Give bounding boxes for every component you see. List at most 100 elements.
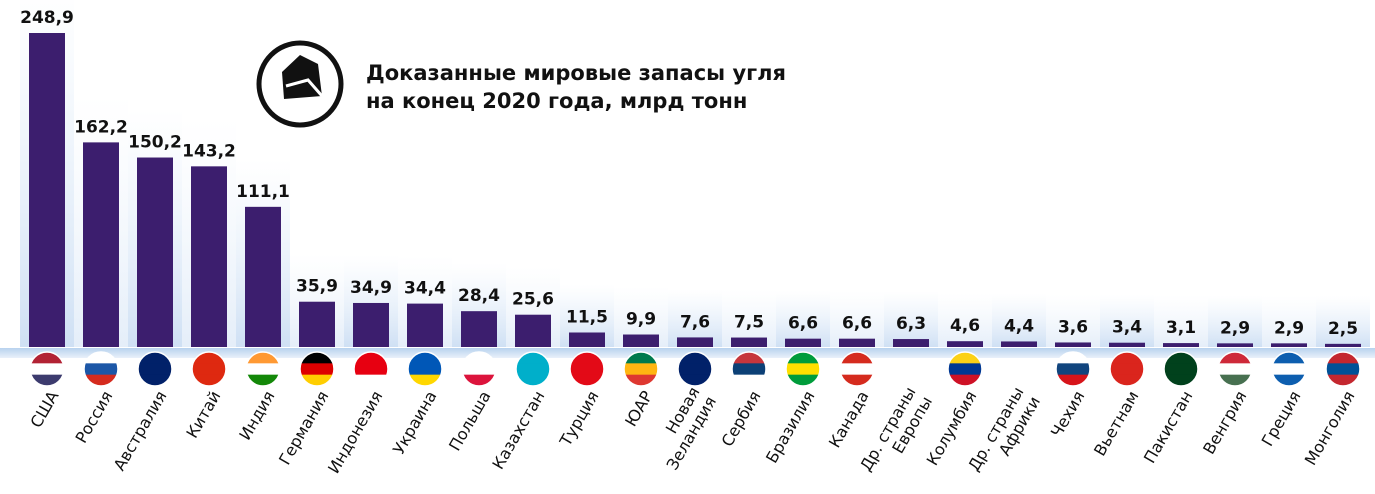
flag-stripe [300,363,334,376]
flag-stripe [786,374,820,386]
flag-stripe [192,374,226,386]
flag-stripe [192,363,226,376]
flag-stripe [1272,374,1306,386]
bar [1271,343,1307,347]
flag-stripe [1164,374,1198,386]
flag-stripe [1218,363,1252,376]
category-label: Россия [71,388,116,447]
value-label: 6,3 [896,314,926,334]
flag-stripe [1326,363,1360,376]
flag [407,351,443,387]
category-label: США [26,387,62,431]
panel [668,289,722,347]
flag-stripe [246,374,280,386]
flag-stripe [1110,374,1144,386]
value-label: 2,5 [1328,319,1358,339]
flag-stripe [678,374,712,386]
category: Россия [71,388,116,447]
value-label: 28,4 [458,286,500,306]
value-label: 11,5 [566,307,608,327]
category: Украина [389,388,440,458]
category-label: Монголия [1301,388,1359,469]
bar [461,311,497,347]
flag-stripe [462,374,496,386]
flag-stripe [1326,352,1360,364]
value-label: 4,4 [1004,316,1034,336]
flag-border [353,351,389,387]
flag-stripe [516,363,550,376]
panel [938,293,992,347]
category-label: Канада [825,388,873,451]
bar [893,339,929,347]
category-label: Венгрия [1199,388,1250,458]
flag-stripe [1326,374,1360,386]
flag-border [83,351,119,387]
value-label: 2,9 [1220,318,1250,338]
flag-stripe [732,374,766,386]
category-label: НоваяЗеландия [646,384,720,474]
value-label: 25,6 [512,290,554,310]
flag-stripe [948,374,982,386]
value-label: 3,6 [1058,317,1088,337]
flag-border [1217,351,1253,387]
bar [299,301,335,347]
category-label: Китай [182,388,224,442]
category-label: Индонезия [324,388,387,477]
flag-stripe [300,352,334,364]
flag-stripe [732,363,766,376]
flag-stripe [840,374,874,386]
value-label: 6,6 [842,314,872,334]
bar [137,157,173,347]
panel [1316,295,1370,347]
flag-stripe [138,352,172,364]
value-label: 143,2 [182,141,236,161]
flag [1109,351,1145,387]
flag-border [1055,351,1091,387]
category: Казахстан [488,388,548,473]
value-label: 162,2 [74,117,128,137]
bar [1217,343,1253,347]
value-label: 9,9 [626,310,656,330]
flag [785,351,821,387]
flag-stripe [246,363,280,376]
flag-stripe [192,352,226,364]
flag-border [623,351,659,387]
flag-stripe [1164,363,1198,376]
category: Польша [445,388,494,455]
flag-border [299,351,335,387]
flag [1271,351,1307,387]
flag [83,351,119,387]
category: США [26,387,62,431]
chart-title: Доказанные мировые запасы угля [366,61,786,85]
flag-stripe [30,363,64,376]
flag-stripe [354,374,388,386]
value-label: 7,5 [734,313,764,333]
flag-stripe [300,374,334,386]
flag-stripe [840,352,874,364]
flag [1055,351,1091,387]
flag [191,351,227,387]
flag-stripe [1110,363,1144,376]
flag-stripe [678,363,712,376]
flag-stripe [678,352,712,364]
flag [677,351,713,387]
flag [731,351,767,387]
panel [1100,294,1154,347]
flag-stripe [786,352,820,364]
panel [776,290,830,347]
flag-stripe [1272,363,1306,376]
value-label: 4,6 [950,316,980,336]
flag-stripe [1110,352,1144,364]
panel [884,291,938,347]
category: Сербия [717,388,764,450]
value-label: 35,9 [296,277,338,297]
value-label: 3,1 [1166,318,1196,338]
category: Австралия [110,388,171,474]
flag-stripe [570,374,604,386]
bar [191,166,227,347]
flag [623,351,659,387]
value-label: 150,2 [128,133,182,153]
flag-border [731,351,767,387]
value-label: 34,4 [404,279,446,299]
